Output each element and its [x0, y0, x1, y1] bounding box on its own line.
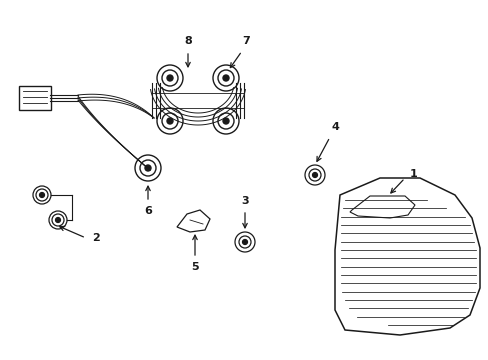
Circle shape	[242, 239, 247, 244]
Text: 1: 1	[409, 169, 417, 179]
Circle shape	[145, 165, 151, 171]
Text: 7: 7	[242, 36, 249, 46]
Text: 4: 4	[330, 122, 338, 132]
Text: 8: 8	[184, 36, 191, 46]
Circle shape	[167, 118, 173, 124]
Text: 2: 2	[92, 233, 100, 243]
Text: 3: 3	[241, 196, 248, 206]
Text: 5: 5	[191, 262, 199, 272]
Text: 6: 6	[144, 206, 152, 216]
Circle shape	[55, 217, 61, 222]
Circle shape	[223, 75, 228, 81]
Circle shape	[167, 75, 173, 81]
Circle shape	[312, 172, 317, 177]
Circle shape	[40, 193, 44, 198]
Circle shape	[223, 118, 228, 124]
